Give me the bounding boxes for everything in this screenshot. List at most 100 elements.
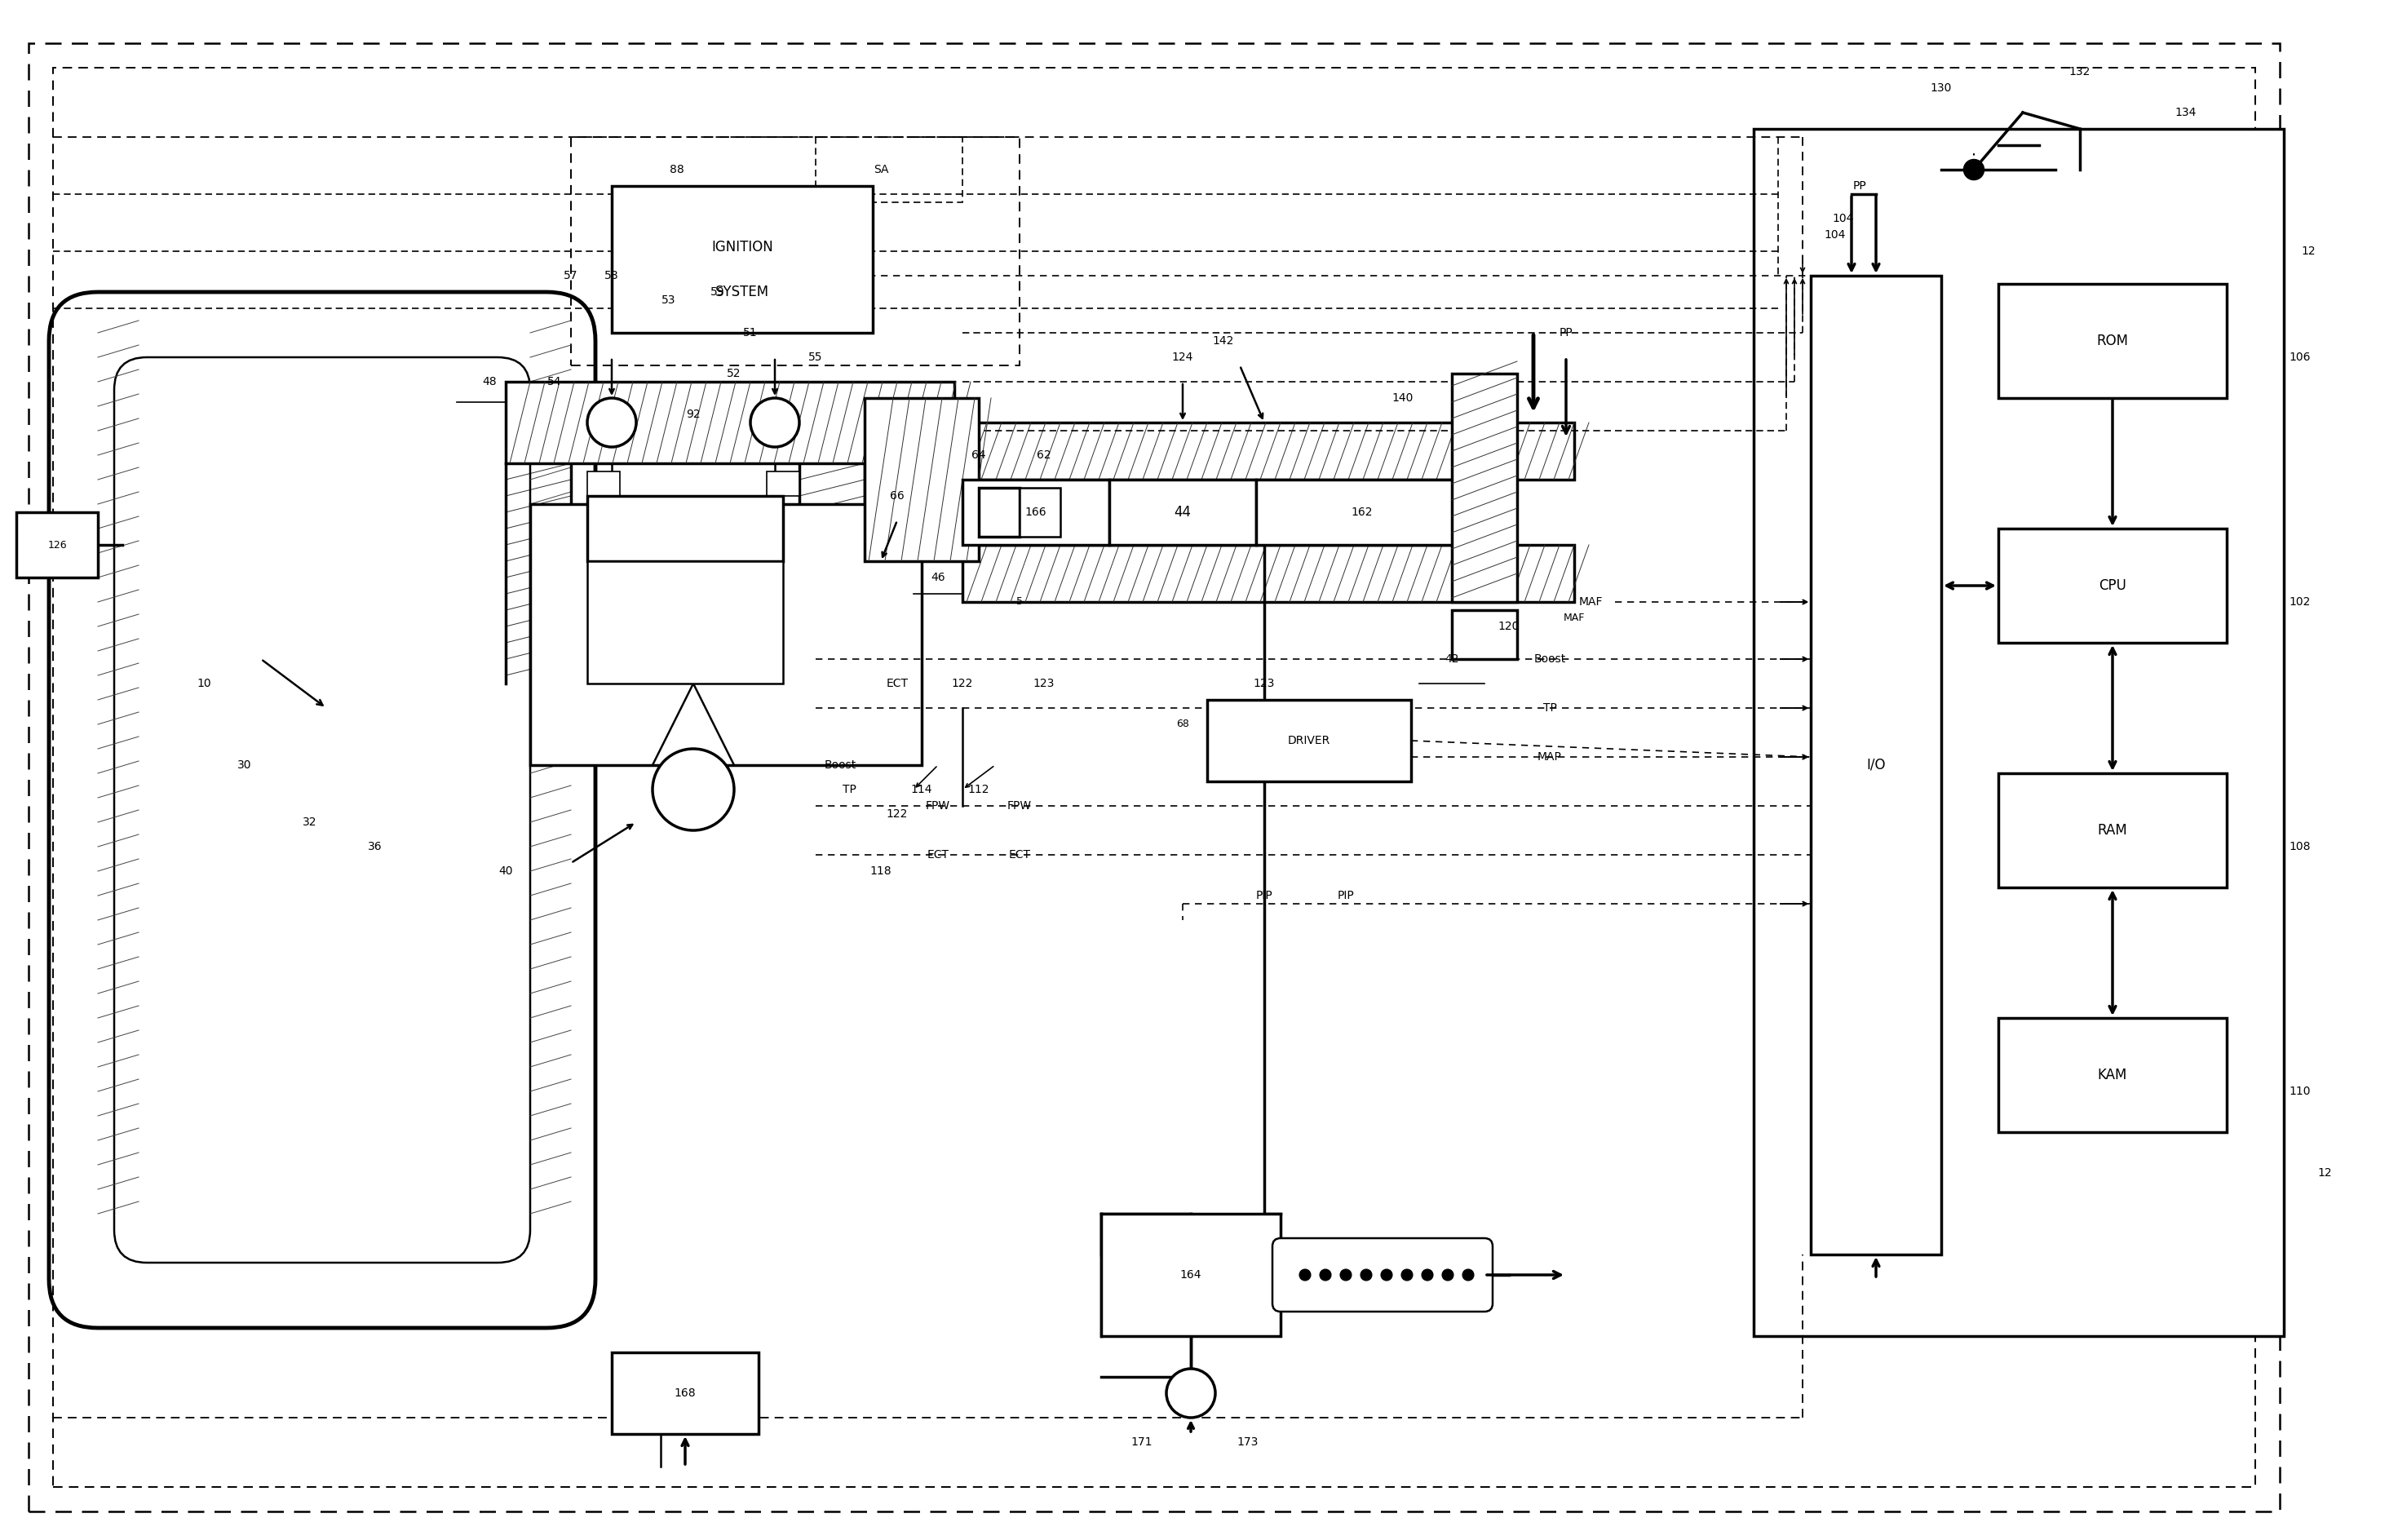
- Text: TP: TP: [1542, 702, 1556, 713]
- Circle shape: [751, 397, 799, 447]
- Text: SYSTEM: SYSTEM: [715, 285, 770, 299]
- Text: 130: 130: [1930, 82, 1952, 94]
- Circle shape: [1319, 1269, 1331, 1281]
- Text: 55: 55: [808, 351, 823, 363]
- Bar: [767, 471, 799, 496]
- Text: 123: 123: [1034, 678, 1055, 690]
- Text: PP: PP: [1854, 180, 1866, 191]
- Text: 122: 122: [887, 809, 909, 819]
- Text: 114: 114: [911, 784, 933, 795]
- Bar: [588, 471, 621, 496]
- Text: 108: 108: [2290, 841, 2312, 852]
- Bar: [571, 137, 1019, 365]
- Text: 57: 57: [564, 270, 578, 282]
- Text: 52: 52: [727, 368, 741, 379]
- Bar: [506, 382, 954, 464]
- Text: 124: 124: [1173, 351, 1194, 363]
- Circle shape: [652, 748, 734, 830]
- Circle shape: [1463, 1269, 1475, 1281]
- Text: 132: 132: [2069, 66, 2091, 77]
- Bar: [815, 137, 962, 202]
- Text: 104: 104: [1832, 213, 1854, 225]
- Circle shape: [1381, 1269, 1393, 1281]
- Text: 10: 10: [197, 678, 211, 690]
- Circle shape: [1340, 1269, 1352, 1281]
- Text: 66: 66: [890, 490, 904, 502]
- Text: 12: 12: [2302, 245, 2316, 257]
- Circle shape: [1422, 1269, 1434, 1281]
- Bar: [530, 504, 921, 765]
- Text: MAF: MAF: [1578, 596, 1602, 608]
- Circle shape: [1441, 1269, 1453, 1281]
- Bar: [962, 479, 1110, 545]
- Bar: [17, 513, 98, 578]
- Text: Boost: Boost: [1535, 653, 1566, 665]
- Text: 40: 40: [499, 865, 513, 876]
- Text: 32: 32: [302, 816, 317, 829]
- Bar: [1451, 374, 1518, 602]
- Bar: [1998, 528, 2228, 642]
- Bar: [611, 186, 873, 333]
- Text: 36: 36: [367, 841, 381, 852]
- Text: PIP: PIP: [1338, 890, 1355, 901]
- Text: 122: 122: [952, 678, 974, 690]
- Bar: [611, 1352, 758, 1434]
- Text: 46: 46: [930, 571, 945, 584]
- Text: 53: 53: [662, 294, 676, 306]
- Bar: [1998, 283, 2228, 397]
- Text: 166: 166: [1024, 507, 1048, 517]
- Text: ECT: ECT: [887, 678, 909, 690]
- Text: 162: 162: [1352, 507, 1374, 517]
- Bar: [1110, 479, 1257, 545]
- Bar: [588, 496, 784, 561]
- Text: ECT: ECT: [1010, 849, 1031, 861]
- Bar: [1206, 699, 1410, 781]
- Text: 106: 106: [2290, 351, 2312, 363]
- Text: MAF: MAF: [1563, 613, 1585, 624]
- Text: 58: 58: [604, 270, 619, 282]
- Text: 68: 68: [1175, 719, 1189, 730]
- Text: 118: 118: [870, 865, 892, 876]
- Bar: [1451, 610, 1518, 659]
- Bar: [962, 422, 1573, 479]
- Circle shape: [1964, 160, 1983, 180]
- Bar: [1101, 1214, 1281, 1337]
- Text: 104: 104: [1825, 229, 1846, 240]
- Bar: [1019, 488, 1060, 537]
- Bar: [1257, 479, 1468, 545]
- Bar: [1810, 276, 1942, 1255]
- Text: SA: SA: [873, 163, 887, 176]
- Text: KAM: KAM: [2098, 1067, 2127, 1083]
- Text: 64: 64: [971, 450, 986, 460]
- Bar: [1998, 1018, 2228, 1132]
- Bar: [588, 561, 784, 684]
- Bar: [978, 488, 1019, 537]
- Text: I/O: I/O: [1866, 758, 1885, 773]
- Text: 59: 59: [710, 286, 724, 297]
- Text: MAP: MAP: [1537, 752, 1561, 762]
- Text: 164: 164: [1180, 1269, 1201, 1281]
- Text: 110: 110: [2290, 1086, 2312, 1096]
- Text: 12: 12: [2316, 1167, 2331, 1178]
- Text: DRIVER: DRIVER: [1288, 735, 1331, 747]
- Text: 30: 30: [237, 759, 252, 772]
- Text: Boost: Boost: [825, 759, 856, 772]
- Text: 126: 126: [48, 539, 67, 550]
- Text: 42: 42: [1444, 653, 1458, 665]
- Text: TP: TP: [842, 784, 856, 795]
- Text: 44: 44: [1175, 505, 1192, 519]
- FancyBboxPatch shape: [1273, 1238, 1492, 1312]
- Text: PIP: PIP: [1257, 890, 1273, 901]
- Text: FPW: FPW: [1007, 801, 1031, 812]
- Text: 92: 92: [686, 408, 700, 420]
- Circle shape: [588, 397, 635, 447]
- Text: 123: 123: [1254, 678, 1276, 690]
- Text: 173: 173: [1237, 1437, 1259, 1448]
- Circle shape: [1165, 1369, 1216, 1418]
- Text: CPU: CPU: [2098, 579, 2127, 593]
- Text: RAM: RAM: [2098, 822, 2127, 838]
- Text: 62: 62: [1036, 450, 1050, 460]
- Circle shape: [1400, 1269, 1412, 1281]
- Text: ROM: ROM: [2096, 334, 2129, 348]
- Text: 142: 142: [1213, 336, 1235, 347]
